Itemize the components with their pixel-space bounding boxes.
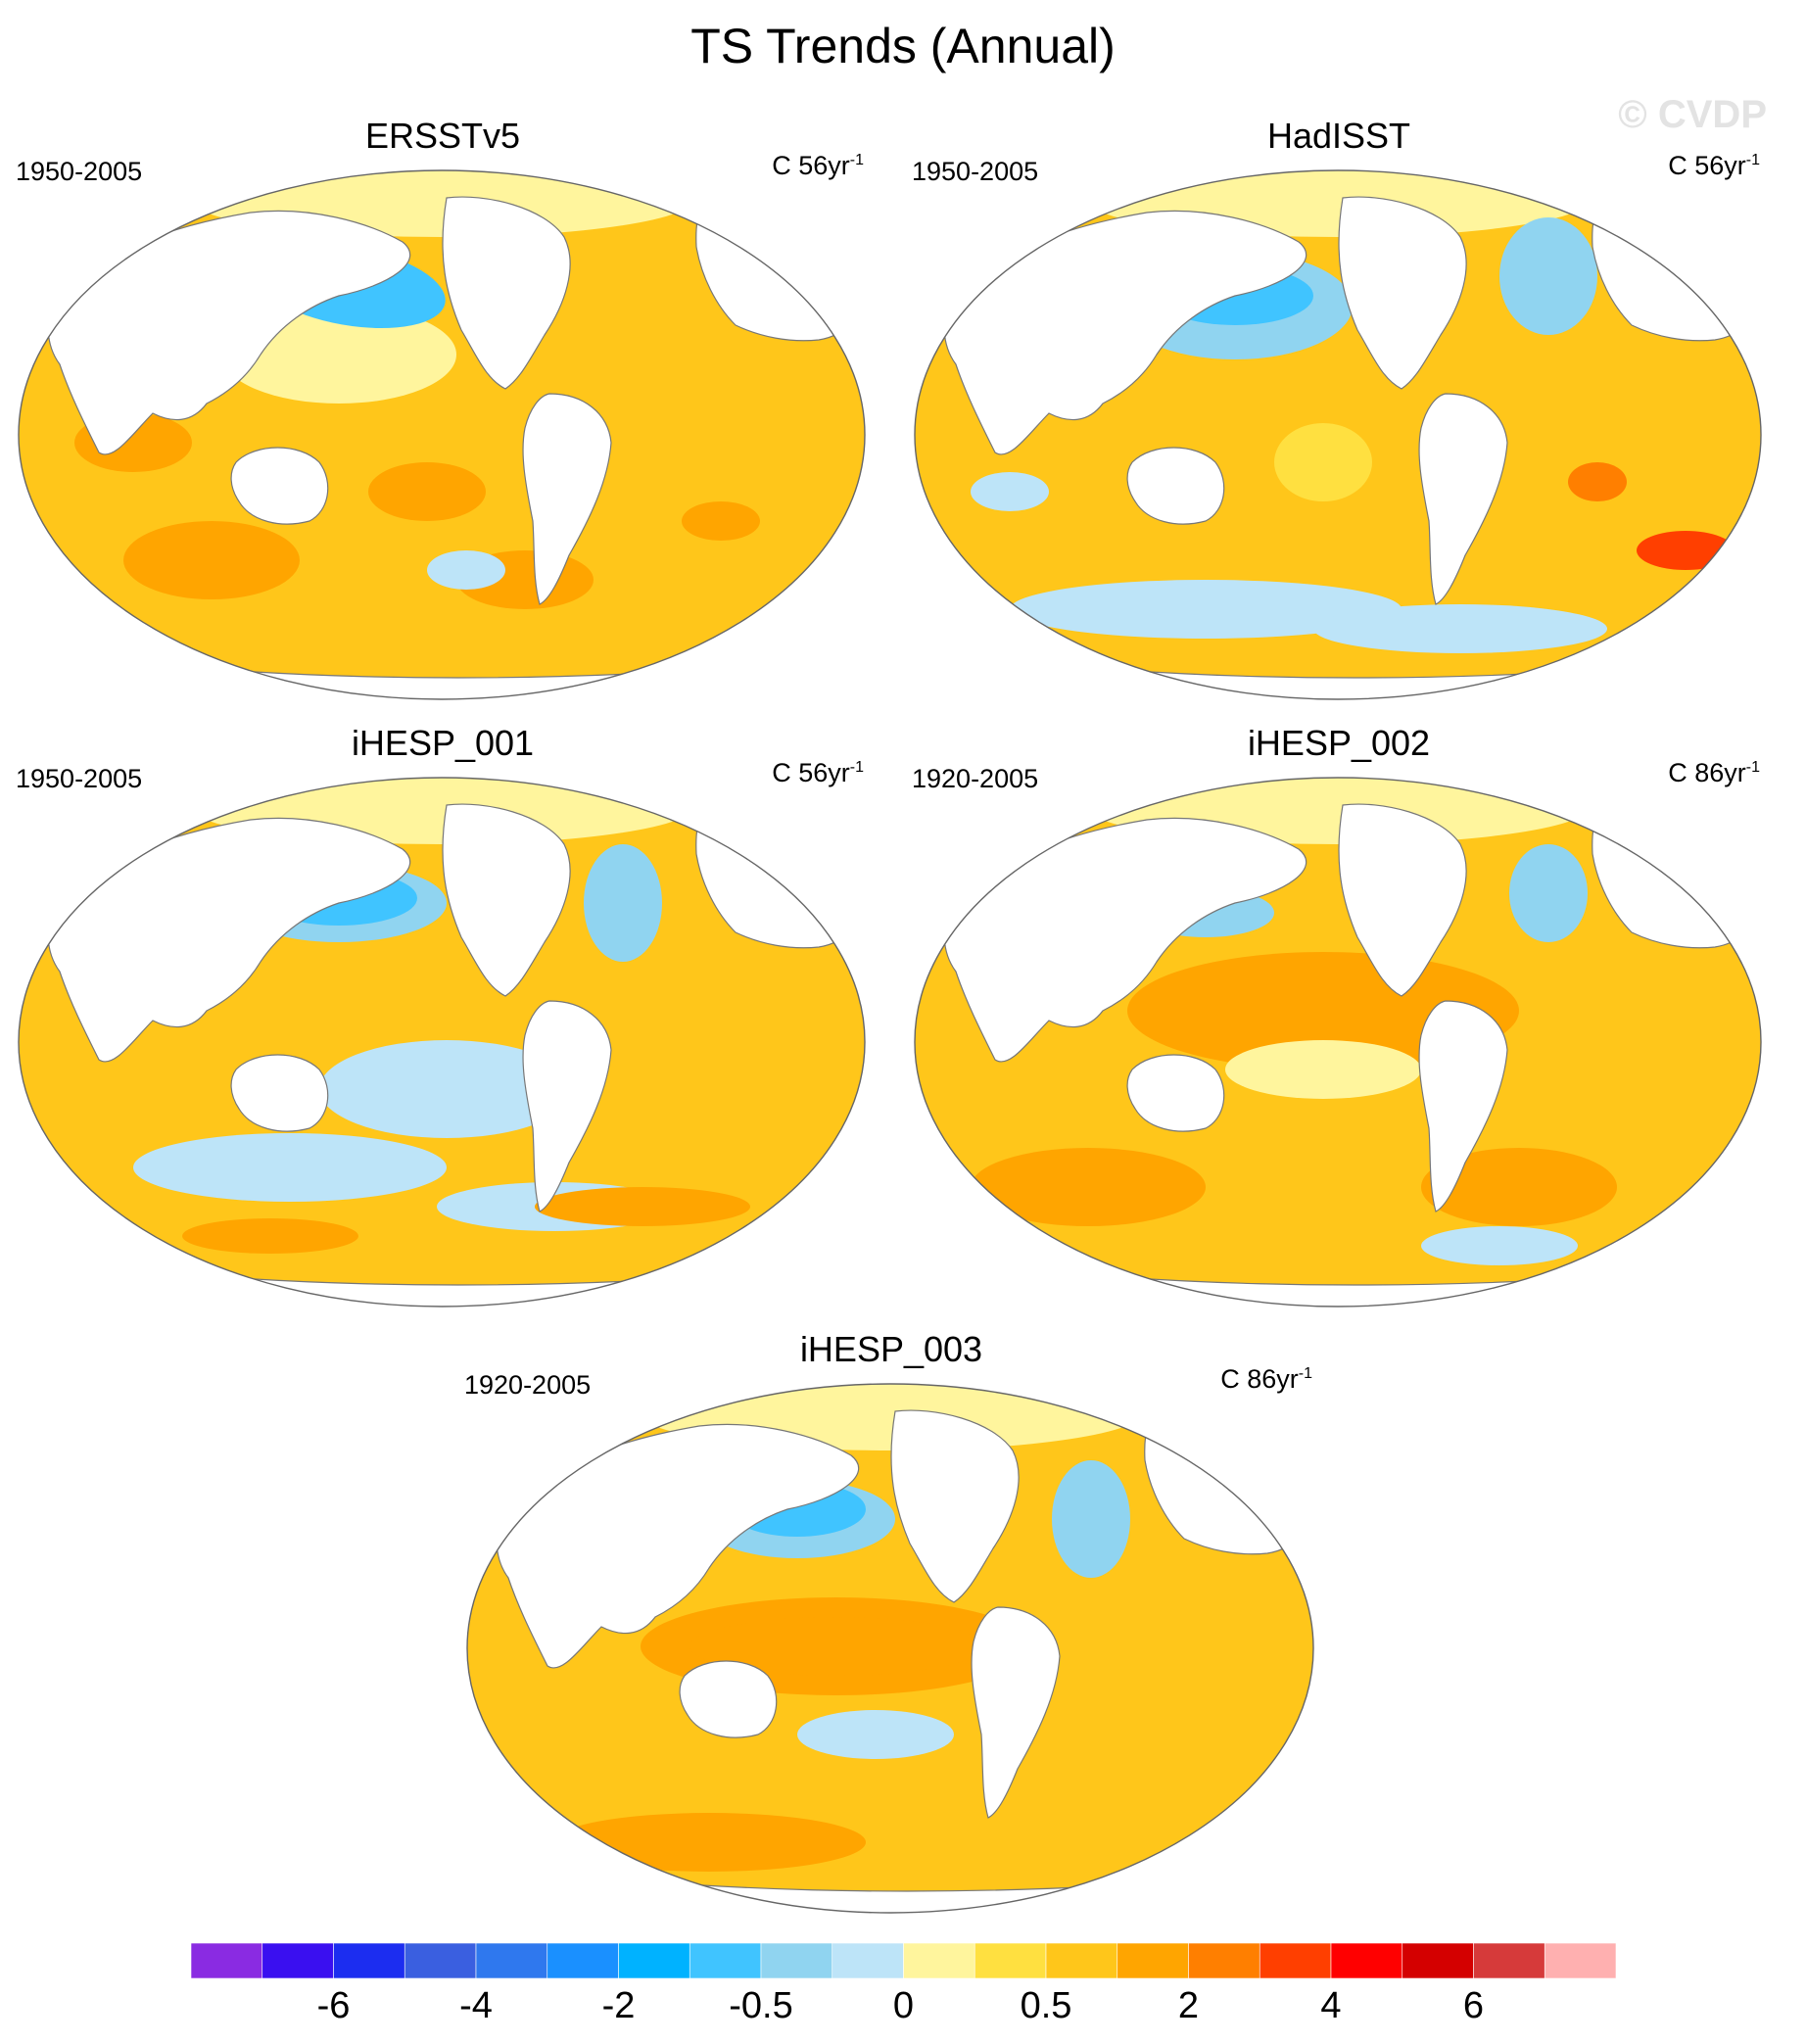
colorbar-swatch bbox=[974, 1943, 1047, 1978]
colorbar-tick-label: 4 bbox=[1320, 1985, 1342, 2026]
panel-title: iHESP_001 bbox=[351, 723, 535, 763]
panel-title: ERSSTv5 bbox=[364, 116, 521, 156]
cvdp-watermark: © CVDP bbox=[1618, 93, 1767, 136]
colorbar-swatch bbox=[547, 1943, 619, 1978]
colorbar-swatch bbox=[1473, 1943, 1545, 1978]
panel-units: C 56yr-1 bbox=[772, 758, 864, 787]
panel-period: 1920-2005 bbox=[464, 1370, 592, 1400]
map-panel-ihesp-001: iHESP_001 1950-2005 C 56yr-1 bbox=[2, 723, 883, 1330]
colorbar-swatch bbox=[1117, 1943, 1189, 1978]
panel-period: 1920-2005 bbox=[912, 764, 1039, 793]
panel-period: 1950-2005 bbox=[16, 764, 143, 793]
colorbar-tick-label: -4 bbox=[459, 1985, 493, 2026]
map-panel-hadisst: HadISST 1950-2005 C 56yr-1 bbox=[898, 116, 1780, 723]
map-panel-ersstv5: ERSSTv5 1950-2005 C 56yr-1 bbox=[2, 116, 883, 723]
colorbar-swatch bbox=[404, 1943, 477, 1978]
panel-period: 1950-2005 bbox=[912, 157, 1039, 186]
panel-title: iHESP_002 bbox=[1247, 723, 1431, 763]
colorbar-swatch bbox=[1402, 1943, 1474, 1978]
world-map bbox=[466, 1383, 1314, 1914]
colorbar-swatch bbox=[760, 1943, 833, 1978]
map-panel-ihesp-003: iHESP_003 1920-2005 C 86yr-1 bbox=[451, 1329, 1332, 1936]
world-map bbox=[18, 169, 866, 700]
colorbar-tick-label: 0 bbox=[892, 1985, 915, 2026]
panel-units: C 56yr-1 bbox=[1668, 151, 1760, 180]
colorbar-swatch bbox=[333, 1943, 405, 1978]
world-map bbox=[914, 777, 1762, 1307]
colorbar-swatch bbox=[1045, 1943, 1118, 1978]
panel-title: iHESP_003 bbox=[799, 1329, 983, 1369]
colorbar-tick-label: -6 bbox=[316, 1985, 351, 2026]
colorbar-tick-label: -2 bbox=[601, 1985, 636, 2026]
colorbar-swatch bbox=[689, 1943, 762, 1978]
colorbar-swatch bbox=[618, 1943, 690, 1978]
colorbar-tick-label: 0.5 bbox=[1020, 1985, 1072, 2026]
colorbar-swatch bbox=[903, 1943, 975, 1978]
colorbar bbox=[191, 1943, 1616, 1978]
panel-units: C 56yr-1 bbox=[772, 151, 864, 180]
colorbar-swatch bbox=[1544, 1943, 1616, 1978]
colorbar-tick-label: 2 bbox=[1177, 1985, 1200, 2026]
figure-title: TS Trends (Annual) bbox=[690, 19, 1116, 73]
colorbar-swatch bbox=[832, 1943, 904, 1978]
colorbar-swatch bbox=[475, 1943, 548, 1978]
panel-units: C 86yr-1 bbox=[1220, 1364, 1312, 1394]
colorbar-swatch bbox=[1259, 1943, 1332, 1978]
colorbar-swatch bbox=[261, 1943, 334, 1978]
panel-units: C 86yr-1 bbox=[1668, 758, 1760, 787]
colorbar-tick-label: 6 bbox=[1462, 1985, 1485, 2026]
world-map bbox=[18, 777, 866, 1307]
world-map bbox=[914, 169, 1762, 700]
colorbar-swatch bbox=[191, 1943, 263, 1978]
panel-period: 1950-2005 bbox=[16, 157, 143, 186]
map-panel-ihesp-002: iHESP_002 1920-2005 C 86yr-1 bbox=[898, 723, 1780, 1330]
colorbar-swatch bbox=[1330, 1943, 1403, 1978]
panel-title: HadISST bbox=[1266, 116, 1411, 156]
colorbar-tick-label: -0.5 bbox=[729, 1985, 793, 2026]
colorbar-swatch bbox=[1188, 1943, 1260, 1978]
